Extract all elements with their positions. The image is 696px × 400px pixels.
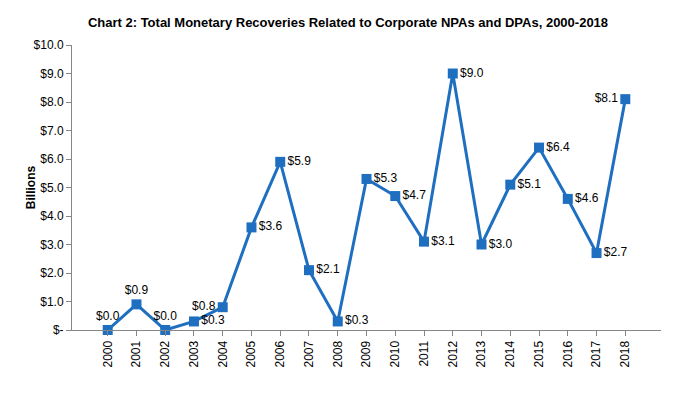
svg-text:2009: 2009 [359, 340, 373, 367]
svg-text:2000: 2000 [101, 340, 115, 367]
svg-text:2013: 2013 [474, 340, 488, 367]
svg-text:2017: 2017 [589, 340, 603, 367]
svg-text:2002: 2002 [158, 340, 172, 367]
svg-text:$0.3: $0.3 [345, 313, 369, 327]
svg-text:$3.6: $3.6 [259, 219, 283, 233]
svg-text:2007: 2007 [302, 340, 316, 367]
svg-text:$3.1: $3.1 [431, 234, 455, 248]
svg-text:$0.3: $0.3 [201, 313, 225, 327]
svg-text:2001: 2001 [129, 340, 143, 367]
svg-text:$9.0: $9.0 [460, 66, 484, 80]
svg-text:$6.4: $6.4 [546, 140, 570, 154]
svg-text:$3.0: $3.0 [489, 237, 513, 251]
svg-text:Billions: Billions [24, 166, 38, 210]
svg-text:2008: 2008 [331, 340, 345, 367]
svg-text:$5.3: $5.3 [374, 171, 398, 185]
svg-text:$2.1: $2.1 [316, 262, 340, 276]
svg-text:$8.0: $8.0 [40, 95, 64, 109]
svg-text:2018: 2018 [618, 340, 632, 367]
svg-text:$10.0: $10.0 [34, 38, 64, 52]
svg-text:Chart 2: Total Monetary Recove: Chart 2: Total Monetary Recoveries Relat… [88, 15, 608, 30]
svg-text:2005: 2005 [244, 340, 258, 367]
svg-text:2014: 2014 [503, 340, 517, 367]
svg-text:2016: 2016 [561, 340, 575, 367]
svg-text:$-: $- [53, 323, 64, 337]
svg-text:$6.0: $6.0 [40, 152, 64, 166]
svg-text:2004: 2004 [216, 340, 230, 367]
svg-text:$8.1: $8.1 [595, 91, 619, 105]
svg-text:$7.0: $7.0 [40, 124, 64, 138]
svg-text:$9.0: $9.0 [40, 67, 64, 81]
svg-text:$5.0: $5.0 [40, 181, 64, 195]
svg-text:$0.9: $0.9 [125, 283, 149, 297]
svg-text:$4.6: $4.6 [575, 191, 599, 205]
svg-text:$5.1: $5.1 [518, 177, 542, 191]
svg-text:$4.0: $4.0 [40, 209, 64, 223]
svg-text:$2.7: $2.7 [604, 245, 628, 259]
svg-text:$5.9: $5.9 [287, 154, 311, 168]
svg-text:$4.7: $4.7 [403, 188, 427, 202]
svg-text:2012: 2012 [446, 340, 460, 367]
svg-text:$0.0: $0.0 [96, 309, 120, 323]
svg-text:$0.0: $0.0 [154, 309, 178, 323]
svg-text:2010: 2010 [388, 340, 402, 367]
svg-text:2006: 2006 [273, 340, 287, 367]
svg-text:$2.0: $2.0 [40, 266, 64, 280]
svg-text:$1.0: $1.0 [40, 295, 64, 309]
svg-text:$3.0: $3.0 [40, 238, 64, 252]
svg-text:$0.8: $0.8 [192, 299, 216, 313]
svg-text:2015: 2015 [532, 340, 546, 367]
svg-text:2011: 2011 [417, 340, 431, 366]
svg-text:2003: 2003 [187, 340, 201, 367]
